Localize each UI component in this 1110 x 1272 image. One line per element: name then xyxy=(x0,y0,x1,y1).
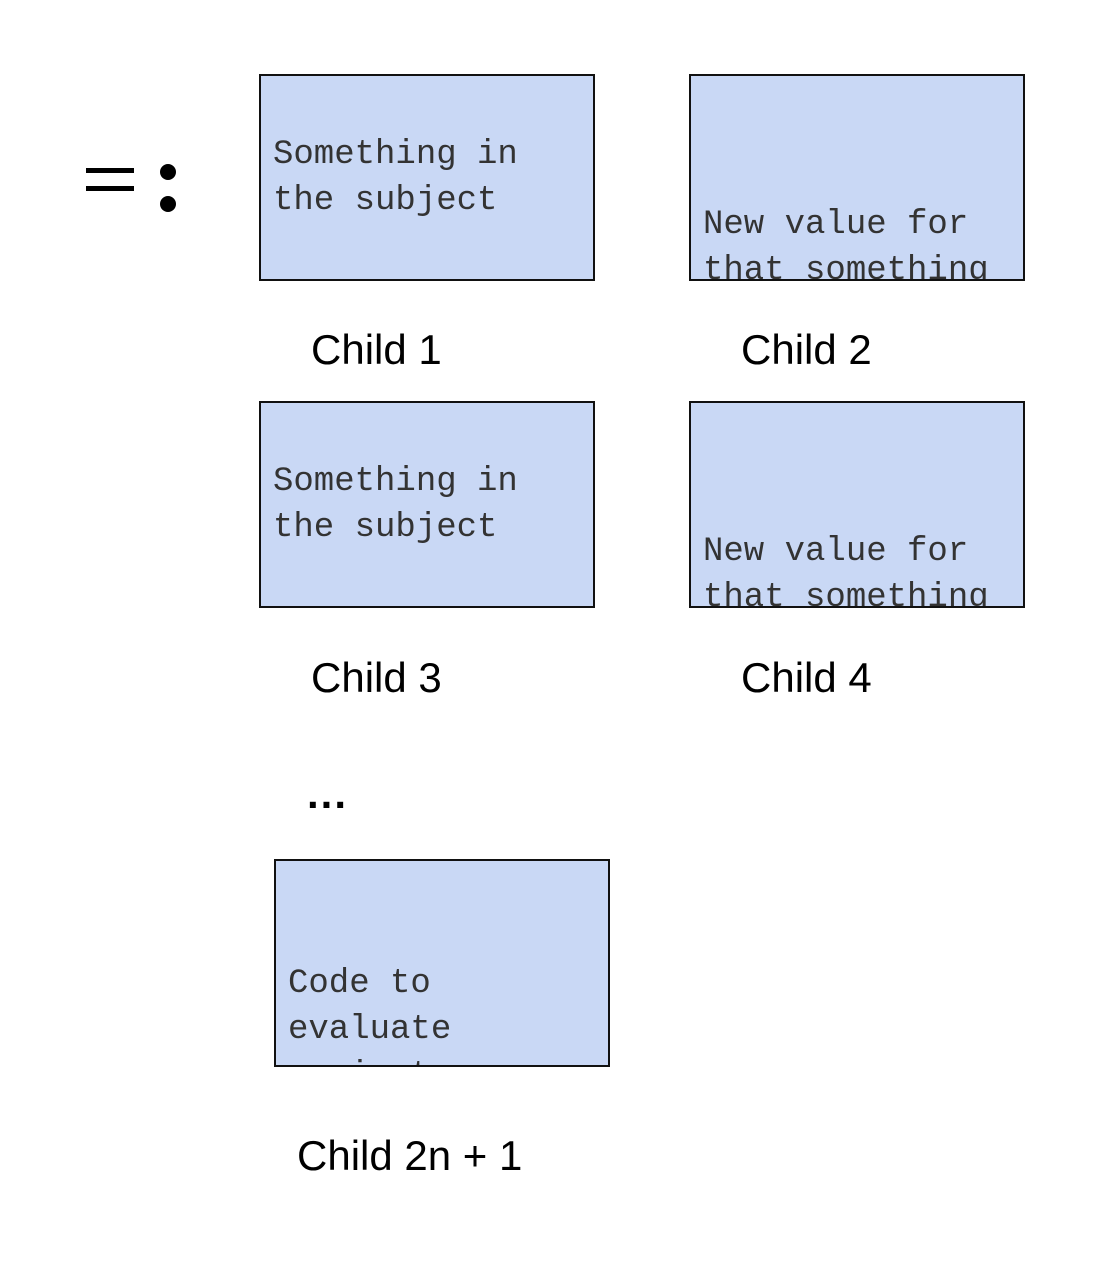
child-3-box: Something in the subject xyxy=(259,401,595,608)
child-3-label: Child 3 xyxy=(311,654,442,701)
child-1-label: Child 1 xyxy=(311,326,442,373)
child-1-text: Something in the subject xyxy=(273,135,539,220)
child-4-box: New value for that something xyxy=(689,401,1025,608)
child-2-text: New value for that something xyxy=(703,206,989,281)
last-child-box: Code to evaluate against new subject xyxy=(274,859,610,1067)
child-4-label: Child 4 xyxy=(741,654,872,701)
child-2-box: New value for that something xyxy=(689,74,1025,281)
child-1-box: Something in the subject xyxy=(259,74,595,281)
equals-colon-icon xyxy=(82,140,192,230)
ellipsis: ... xyxy=(307,770,349,817)
child-4-text: New value for that something xyxy=(703,533,989,608)
last-child-label: Child 2n + 1 xyxy=(297,1132,523,1179)
last-child-text: Code to evaluate against new subject xyxy=(288,965,512,1065)
child-2-label: Child 2 xyxy=(741,326,872,373)
child-3-text: Something in the subject xyxy=(273,462,539,547)
